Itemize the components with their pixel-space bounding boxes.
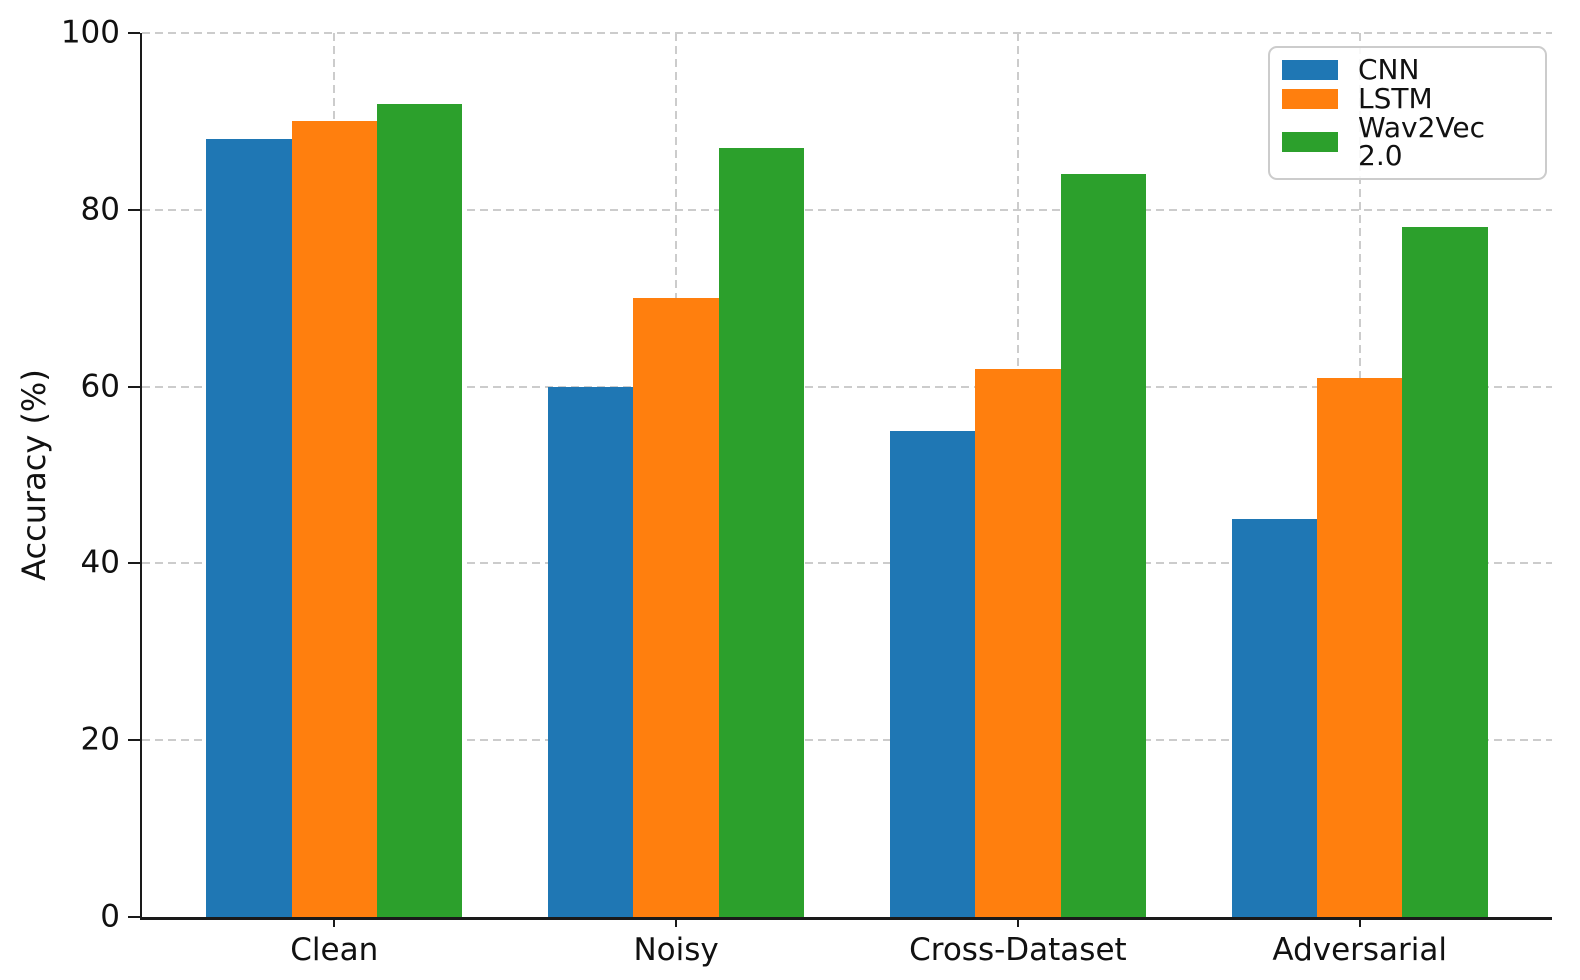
- plot-area: [128, 32, 1552, 927]
- y-tick-100: [128, 32, 140, 34]
- bar-lstm-adversarial: [1317, 377, 1403, 917]
- y-tick-80: [128, 208, 140, 211]
- h-gridline-60: [142, 385, 1552, 388]
- legend-item-wav2vec: Wav2Vec 2.0: [1282, 110, 1533, 172]
- legend-swatch-cnn: [1282, 60, 1338, 81]
- x-tick-cross-dataset: [1016, 917, 1019, 927]
- bar-wav2vec-2-0-clean: [377, 103, 463, 917]
- legend-swatch-wav2vec: [1282, 131, 1338, 152]
- bar-cnn-cross-dataset: [889, 430, 976, 917]
- legend: CNN LSTM Wav2Vec 2.0: [1268, 46, 1547, 180]
- x-tick-adversarial: [1358, 917, 1361, 927]
- y-tick-label-80: 80: [80, 191, 120, 228]
- h-gridline-80: [142, 208, 1552, 211]
- x-axis-spine: [140, 917, 1552, 920]
- y-tick-label-20: 20: [80, 721, 120, 758]
- legend-label-cnn: CNN: [1358, 53, 1420, 87]
- legend-item-cnn: CNN: [1282, 56, 1533, 84]
- y-tick-40: [128, 562, 140, 565]
- legend-label-wav2vec: Wav2Vec 2.0: [1358, 110, 1486, 172]
- x-tick-label-adversarial: Adversarial: [1272, 932, 1448, 968]
- bar-wav2vec-2-0-cross-dataset: [1060, 174, 1147, 917]
- bar-cnn-noisy: [547, 386, 634, 917]
- y-tick-60: [128, 385, 140, 388]
- x-tick-label-cross-dataset: Cross-Dataset: [909, 932, 1127, 968]
- x-tick-label-clean: Clean: [290, 932, 379, 968]
- x-tick-noisy: [675, 917, 678, 927]
- bar-wav2vec-2-0-noisy: [718, 147, 805, 917]
- bar-lstm-noisy: [633, 298, 719, 917]
- y-tick-label-40: 40: [80, 544, 120, 581]
- bar-lstm-cross-dataset: [975, 368, 1061, 917]
- legend-item-lstm: LSTM: [1282, 81, 1533, 115]
- bar-cnn-adversarial: [1231, 519, 1317, 917]
- x-tick-label-noisy: Noisy: [633, 932, 719, 968]
- x-tick-clean: [333, 917, 336, 927]
- y-tick-0: [128, 916, 140, 918]
- bar-cnn-clean: [206, 139, 292, 917]
- legend-label-lstm: LSTM: [1358, 81, 1433, 115]
- h-gridline-100: [142, 32, 1552, 34]
- bar-wav2vec-2-0-adversarial: [1402, 227, 1488, 917]
- y-axis-spine: [140, 33, 142, 919]
- y-tick-label-100: 100: [60, 14, 120, 51]
- h-gridline-40: [142, 562, 1552, 565]
- y-tick-label-60: 60: [80, 368, 120, 405]
- y-tick-label-0: 0: [100, 898, 120, 935]
- y-tick-20: [128, 739, 140, 742]
- h-gridline-20: [142, 739, 1552, 742]
- bar-lstm-clean: [291, 121, 377, 917]
- legend-swatch-lstm: [1282, 88, 1338, 109]
